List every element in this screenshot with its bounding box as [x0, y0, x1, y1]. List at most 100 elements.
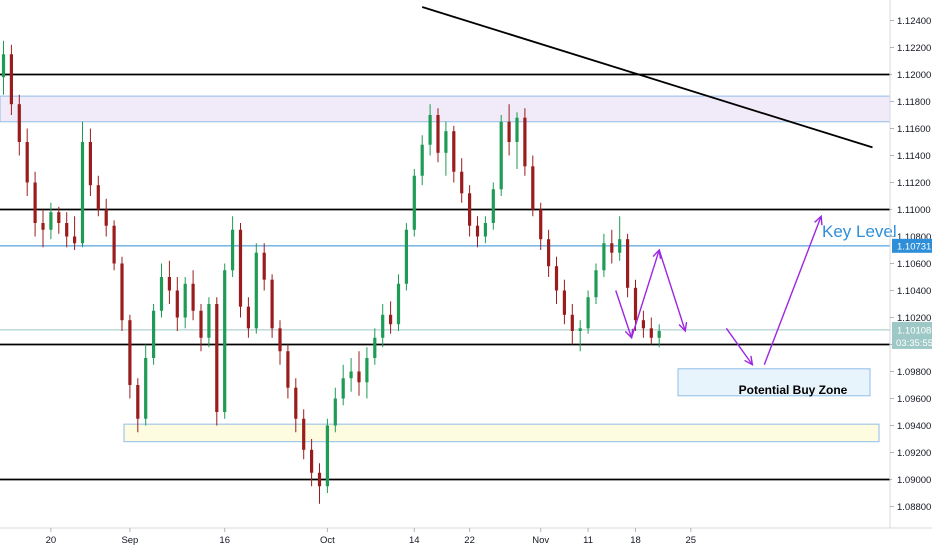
price-tick-label: 1.09200: [897, 448, 931, 459]
candle-body: [396, 283, 401, 325]
price-tick-label: 1.11600: [897, 124, 931, 135]
candle-body: [570, 314, 574, 331]
candle-body: [444, 131, 448, 153]
zones-layer: [0, 95, 891, 443]
price-tick-label: 1.09800: [897, 367, 931, 378]
arrow-head-icon: [744, 355, 754, 367]
candle-body: [523, 117, 527, 167]
current-price-box: [892, 321, 932, 349]
candle-body: [562, 290, 566, 315]
price-axis[interactable]: 1.12400 1.12200 1.12000 1.11800 1.11600 1.114…: [889, 0, 932, 528]
candle-body: [649, 328, 653, 338]
candle-body: [341, 378, 345, 399]
candle-body: [49, 212, 53, 230]
price-tick-label: 1.10800: [897, 232, 931, 243]
candle-body: [436, 115, 440, 153]
candle-body: [104, 209, 108, 226]
candle-body: [33, 182, 37, 223]
price-tick-label: 1.10400: [897, 286, 931, 297]
candle-body: [262, 252, 266, 280]
candle-body: [468, 193, 472, 226]
candle-body: [65, 223, 69, 237]
candle-body: [1, 54, 6, 78]
level-price-label: 1.09000: [897, 475, 931, 486]
level-price-label: 1.12000: [897, 70, 931, 81]
projection-arrow-line: [615, 290, 633, 338]
candle-body: [136, 385, 140, 419]
price-tick-label: 1.10600: [897, 259, 931, 270]
price-tick-label: 1.10200: [897, 313, 931, 324]
trendline: [421, 6, 873, 149]
candle-body: [191, 283, 195, 311]
candles-layer: [1, 40, 661, 504]
candle-body: [128, 320, 132, 385]
candle-body: [389, 314, 393, 325]
candle-body: [499, 121, 503, 190]
level-price-label-box: [892, 472, 932, 487]
candle-body: [412, 175, 416, 230]
candle-body: [238, 229, 243, 307]
candle-body: [626, 239, 630, 288]
arrow-head-icon: [814, 214, 823, 226]
candle-body: [302, 418, 306, 450]
candle-body: [278, 328, 282, 352]
candle-body: [88, 142, 92, 186]
candle-body: [428, 115, 432, 145]
candle-body: [578, 328, 582, 331]
candle-body: [25, 142, 29, 183]
countdown-label: 03:35:55: [896, 338, 932, 349]
candle-body: [349, 371, 353, 379]
time-tick-label: 22: [464, 535, 475, 546]
candle-body: [286, 351, 290, 388]
level-price-label-box: [892, 202, 932, 217]
candle-body: [531, 166, 535, 210]
horizontal-lines-layer: [0, 73, 890, 481]
candle-body: [41, 223, 45, 230]
price-tick-label: 1.12200: [897, 43, 931, 54]
candle-body: [73, 236, 77, 244]
time-tick-label: Oct: [320, 535, 335, 546]
price-tick-label: 1.11400: [897, 151, 931, 162]
price-tick-label: 1.12400: [897, 16, 931, 27]
key-level-label: Key Level: [822, 222, 897, 241]
price-tick-label: 1.09600: [897, 394, 931, 405]
candle-body: [491, 189, 495, 223]
time-tick-label: Nov: [532, 535, 549, 546]
projection-arrow-line: [658, 249, 686, 332]
candle-body: [112, 225, 116, 264]
price-tick-label: 1.11800: [897, 97, 931, 108]
price-tick-label: 1.11200: [897, 178, 931, 189]
candle-body: [270, 279, 274, 329]
candle-body: [547, 239, 551, 267]
candle-body: [460, 171, 464, 194]
candle-body: [120, 263, 124, 321]
candle-body: [586, 297, 590, 329]
price-tick-label: 1.09400: [897, 421, 931, 432]
candle-body: [175, 290, 179, 318]
candle-body: [246, 306, 250, 329]
candle-body: [594, 270, 598, 298]
time-axis[interactable]: 20 Sep 16 Oct 14 22 Nov 11 18 25: [0, 527, 932, 546]
price-tick-label: 1.08800: [897, 502, 931, 513]
candle-body: [199, 310, 203, 338]
candle-body: [152, 310, 156, 358]
candle-body: [215, 304, 219, 412]
time-tick-label: 25: [686, 535, 697, 546]
candle-body: [254, 252, 258, 329]
candle-body: [365, 358, 369, 383]
arrow-head-icon: [678, 321, 688, 333]
time-tick-label: Sep: [121, 535, 138, 546]
key-level-price-label: 1.10731: [897, 241, 931, 252]
candle-body: [602, 243, 606, 271]
candle-body: [144, 358, 148, 419]
buy-zone-box: [677, 368, 871, 397]
time-tick-label: 20: [46, 535, 57, 546]
candle-body: [9, 54, 13, 105]
candle-body: [554, 266, 559, 291]
key-level-price-label-box: [892, 238, 932, 253]
buy-zone-label: Potential Buy Zone: [739, 383, 848, 397]
candle-body: [207, 304, 211, 338]
level-price-label-box: [892, 67, 932, 82]
candle-body: [294, 387, 298, 419]
